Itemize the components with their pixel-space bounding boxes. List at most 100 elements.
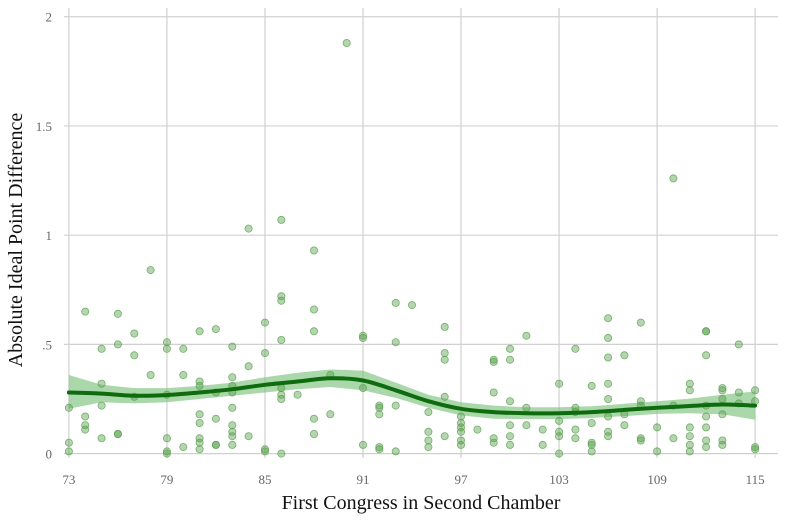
data-point [440,349,449,358]
data-point [473,425,482,434]
data-point [751,445,760,454]
data-point [358,384,367,393]
data-point [653,423,662,432]
data-point [81,421,90,430]
data-point [358,331,367,340]
data-point [277,449,286,458]
data-point [718,440,727,449]
data-point [228,440,237,449]
data-point [702,443,711,452]
data-point [391,338,400,347]
data-point [179,344,188,353]
data-point [505,432,514,441]
data-point [685,379,694,388]
data-point [522,331,531,340]
x-tick-label: 109 [647,472,667,487]
data-point [228,342,237,351]
data-point [277,384,286,393]
data-point [113,340,122,349]
data-point [555,432,564,441]
data-point [277,215,286,224]
y-tick-label: 2 [46,10,53,25]
data-point [636,436,645,445]
data-point [195,327,204,336]
data-point [260,318,269,327]
data-point [604,314,613,323]
x-tick-label: 115 [746,472,765,487]
x-tick-label: 79 [160,472,173,487]
data-point [375,443,384,452]
data-point [179,370,188,379]
data-point [555,379,564,388]
data-point [391,298,400,307]
data-point [375,445,384,454]
data-point [358,440,367,449]
data-point [195,445,204,454]
data-point [342,39,351,48]
data-point [195,410,204,419]
data-point [440,392,449,401]
smooth-line-path [66,376,758,416]
data-point [538,425,547,434]
data-point [571,344,580,353]
data-point [211,325,220,334]
data-point [228,432,237,441]
data-point [538,440,547,449]
data-point [751,443,760,452]
data-point [244,432,253,441]
data-point [456,423,465,432]
data-point [636,434,645,443]
data-point [604,412,613,421]
data-point [162,344,171,353]
data-point [130,351,139,360]
data-point [277,296,286,305]
data-point [64,438,73,447]
data-point [64,403,73,412]
data-point [685,386,694,395]
data-point [702,436,711,445]
data-point [685,432,694,441]
data-point [587,381,596,390]
data-point [309,305,318,314]
data-point [195,381,204,390]
y-axis-title: Absolute Ideal Point Difference [5,113,27,368]
data-point [277,394,286,403]
data-point [97,434,106,443]
data-point [309,327,318,336]
data-point [162,338,171,347]
data-points [64,39,760,458]
data-point [456,418,465,427]
data-point [195,377,204,386]
data-point [326,410,335,419]
data-point [489,388,498,397]
data-point [97,379,106,388]
data-point [489,438,498,447]
data-point [571,434,580,443]
data-point [424,408,433,417]
data-point [685,440,694,449]
data-point [685,423,694,432]
data-point [489,357,498,366]
data-point [375,403,384,412]
data-point [440,322,449,331]
data-point [162,447,171,456]
data-point [81,412,90,421]
data-point [146,370,155,379]
data-point [734,388,743,397]
data-point [751,386,760,395]
data-point [162,449,171,458]
data-point [277,335,286,344]
data-point [391,447,400,456]
data-point [734,340,743,349]
data-point [702,423,711,432]
data-point [179,443,188,452]
data-point [440,355,449,364]
data-point [195,438,204,447]
data-point [702,351,711,360]
data-point [277,390,286,399]
data-point [211,414,220,423]
y-tick-label: .5 [42,337,52,352]
data-point [260,447,269,456]
data-point [97,344,106,353]
